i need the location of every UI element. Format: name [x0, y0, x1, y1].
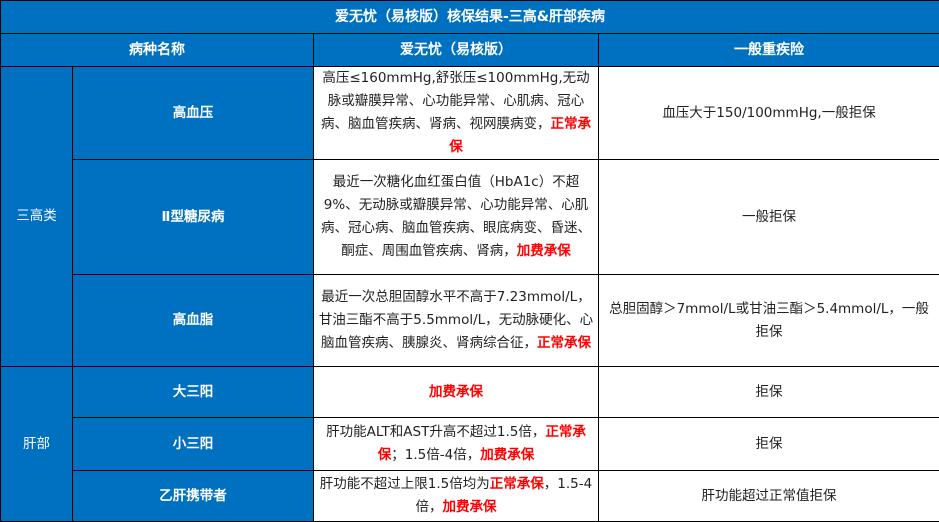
product-result: 高压≤160mmHg,舒张压≤100mmHg,无动脉或瓣膜异常、心功能异常、心肌…	[314, 67, 599, 160]
result-highlight: 加费承保	[480, 447, 534, 463]
general-result: 血压大于150/100mmHg,一般拒保	[599, 67, 939, 160]
header-disease: 病种名称	[1, 34, 314, 67]
result-highlight: 加费承保	[443, 499, 497, 515]
result-highlight: 加费承保	[429, 384, 483, 400]
table-row: 肝部 大三阳 加费承保 拒保	[1, 367, 939, 418]
general-result: 一般拒保	[599, 160, 939, 275]
product-result: 最近一次糖化血红蛋白值（HbA1c）不超9%、无动脉或瓣膜异常、心功能异常、心肌…	[314, 160, 599, 275]
group-label: 肝部	[1, 367, 73, 522]
product-result: 加费承保	[314, 367, 599, 418]
result-highlight: 加费承保	[517, 243, 571, 259]
product-result: 肝功能ALT和AST升高不超过1.5倍，正常承保；1.5倍-4倍，加费承保	[314, 418, 599, 471]
general-result: 肝功能超过正常值拒保	[599, 471, 939, 522]
disease-name: 大三阳	[73, 367, 314, 418]
general-result: 拒保	[599, 367, 939, 418]
result-text: 肝功能ALT和AST升高不超过1.5倍，	[326, 424, 545, 440]
header-product: 爱无忧（易核版）	[314, 34, 599, 67]
group-label: 三高类	[1, 67, 73, 367]
general-result: 总胆固醇＞7mmol/L或甘油三酯＞5.4mmol/L，一般拒保	[599, 275, 939, 367]
result-text: 肝功能不超过上限1.5倍均为	[320, 476, 490, 492]
disease-name: Ⅱ型糖尿病	[73, 160, 314, 275]
result-highlight: 正常承保	[537, 335, 591, 351]
result-text: 高压≤160mmHg,舒张压≤100mmHg,无动脉或瓣膜异常、心功能异常、心肌…	[321, 70, 590, 132]
disease-name: 高血脂	[73, 275, 314, 367]
disease-name: 小三阳	[73, 418, 314, 471]
product-result: 最近一次总胆固醇水平不高于7.23mmol/L，甘油三酯不高于5.5mmol/L…	[314, 275, 599, 367]
header-general: 一般重疾险	[599, 34, 939, 67]
table-title: 爱无忧（易核版）核保结果-三高&肝部疾病	[1, 1, 939, 34]
result-text: ；1.5倍-4倍，	[391, 447, 480, 463]
table-row: 高血脂 最近一次总胆固醇水平不高于7.23mmol/L，甘油三酯不高于5.5mm…	[1, 275, 939, 367]
general-result: 拒保	[599, 418, 939, 471]
table-row: 三高类 高血压 高压≤160mmHg,舒张压≤100mmHg,无动脉或瓣膜异常、…	[1, 67, 939, 160]
disease-name: 乙肝携带者	[73, 471, 314, 522]
table-row: 乙肝携带者 肝功能不超过上限1.5倍均为正常承保，1.5-4倍，加费承保 肝功能…	[1, 471, 939, 522]
disease-name: 高血压	[73, 67, 314, 160]
product-result: 肝功能不超过上限1.5倍均为正常承保，1.5-4倍，加费承保	[314, 471, 599, 522]
table-row: Ⅱ型糖尿病 最近一次糖化血红蛋白值（HbA1c）不超9%、无动脉或瓣膜异常、心功…	[1, 160, 939, 275]
result-highlight: 正常承保	[490, 476, 544, 492]
table-row: 小三阳 肝功能ALT和AST升高不超过1.5倍，正常承保；1.5倍-4倍，加费承…	[1, 418, 939, 471]
